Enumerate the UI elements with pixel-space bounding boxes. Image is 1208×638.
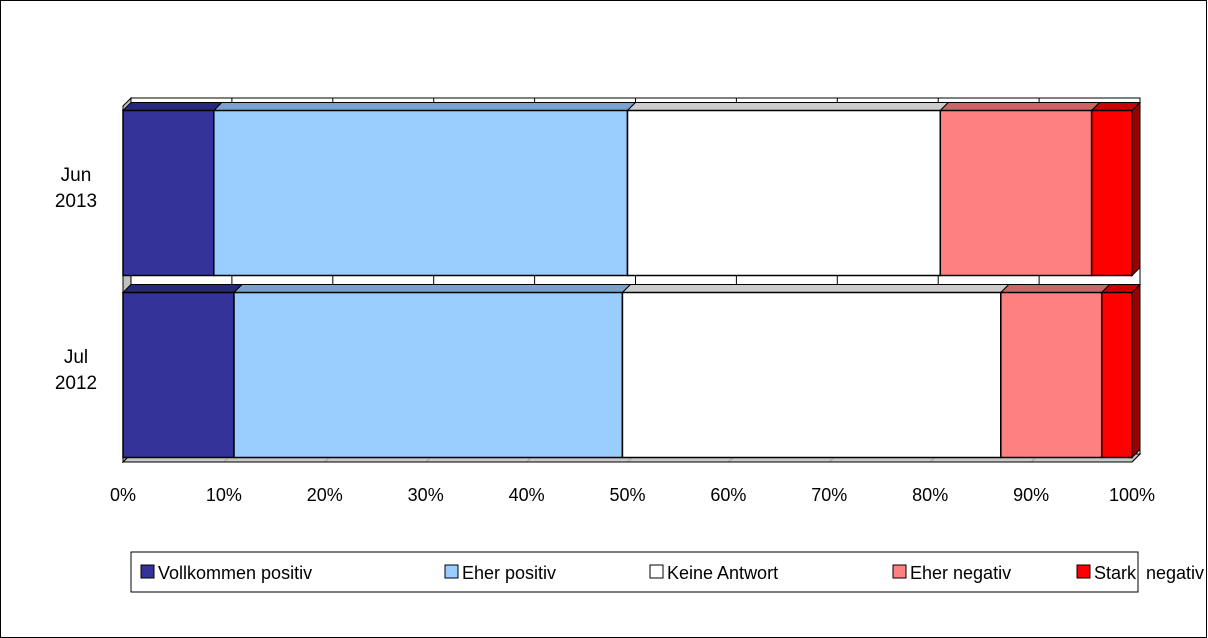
x-tick-label: 10% xyxy=(206,485,242,505)
legend-box xyxy=(130,551,1139,593)
category-label-line: 2013 xyxy=(55,191,97,212)
bar-eher-positiv-jul-2012[interactable] xyxy=(232,284,632,459)
legend-item-eher-negativ[interactable]: Eher negativ xyxy=(892,563,1011,583)
legend-item-vollkommen-positiv[interactable]: Vollkommen positiv xyxy=(140,563,312,583)
bar-eher-negativ-jul-2012[interactable] xyxy=(999,284,1111,459)
bar-top-face xyxy=(999,284,1111,293)
bar-top-face xyxy=(121,284,244,293)
bar-top-face xyxy=(232,284,632,293)
legend-swatch xyxy=(444,564,459,579)
x-tick-label: 60% xyxy=(710,485,746,505)
bar-front-face xyxy=(939,109,1093,277)
bar-end-face-jun-2013 xyxy=(1131,101,1141,277)
legend-swatch xyxy=(140,564,155,579)
legend-label: Eher negativ xyxy=(910,563,1011,583)
x-tick-label: 20% xyxy=(307,485,343,505)
bar-eher-positiv-jun-2013[interactable] xyxy=(212,102,637,277)
bar-vollkommen-positiv-jun-2013[interactable] xyxy=(121,102,224,277)
x-tick-label: 90% xyxy=(1013,485,1049,505)
bar-front-face xyxy=(122,109,215,277)
x-tick-label: 0% xyxy=(110,485,136,505)
bar-keine-antwort-jun-2013[interactable] xyxy=(626,102,950,277)
bar-vollkommen-positiv-jul-2012[interactable] xyxy=(121,284,244,459)
legend-item-stark-negativ[interactable]: Stark negativ xyxy=(1076,563,1204,583)
x-tick-label: 30% xyxy=(408,485,444,505)
legend-swatch xyxy=(1076,564,1091,579)
bar-front-face xyxy=(626,109,942,277)
bar-front-face xyxy=(213,109,629,277)
bars xyxy=(121,101,1142,459)
bar-front-face xyxy=(233,291,624,459)
x-tick-label: 100% xyxy=(1109,485,1155,505)
bar-top-face xyxy=(212,102,637,111)
bar-front-face xyxy=(1100,291,1133,459)
legend-label: Stark negativ xyxy=(1094,563,1204,583)
bar-end-face-jul-2012 xyxy=(1131,283,1141,459)
category-label-line: 2012 xyxy=(55,373,97,394)
x-tick-label: 70% xyxy=(811,485,847,505)
bar-keine-antwort-jul-2012[interactable] xyxy=(621,284,1011,459)
bar-eher-negativ-jun-2013[interactable] xyxy=(939,102,1101,277)
x-tick-label: 50% xyxy=(609,485,645,505)
legend-item-keine-antwort[interactable]: Keine Antwort xyxy=(649,563,778,583)
bar-stark-negativ-jul-2012[interactable] xyxy=(1100,284,1142,459)
bar-top-face xyxy=(626,102,950,111)
bar-front-face xyxy=(621,291,1002,459)
bar-front-face xyxy=(122,291,235,459)
bar-top-face xyxy=(939,102,1101,111)
legend-item-eher-positiv[interactable]: Eher positiv xyxy=(444,563,556,583)
category-labels: Jun 2013 Jul 2012 xyxy=(55,165,97,394)
legend-label: Keine Antwort xyxy=(667,563,778,583)
legend-label: Vollkommen positiv xyxy=(158,563,312,583)
bar-front-face xyxy=(1090,109,1133,277)
bar-top-face xyxy=(121,102,224,111)
legend-label: Eher positiv xyxy=(462,563,556,583)
legend-swatch xyxy=(649,564,664,579)
legend[interactable]: Vollkommen positiv Eher positiv Keine Antw… xyxy=(130,551,1204,593)
plot-area xyxy=(121,96,1142,464)
bar-front-face xyxy=(1000,291,1103,459)
x-tick-label: 80% xyxy=(912,485,948,505)
bar-top-face xyxy=(621,284,1011,293)
x-tick-label: 40% xyxy=(509,485,545,505)
category-label-jul-2012: Jul 2012 xyxy=(55,347,97,394)
category-label-line: Jul xyxy=(64,347,88,368)
x-tick-labels: 0% 10% 20% 30% 40% 50% 60% 70% 80% 90% 100% xyxy=(110,485,1155,505)
category-label-line: Jun xyxy=(61,165,92,186)
legend-swatch xyxy=(892,564,907,579)
category-label-jun-2013: Jun 2013 xyxy=(55,165,97,212)
